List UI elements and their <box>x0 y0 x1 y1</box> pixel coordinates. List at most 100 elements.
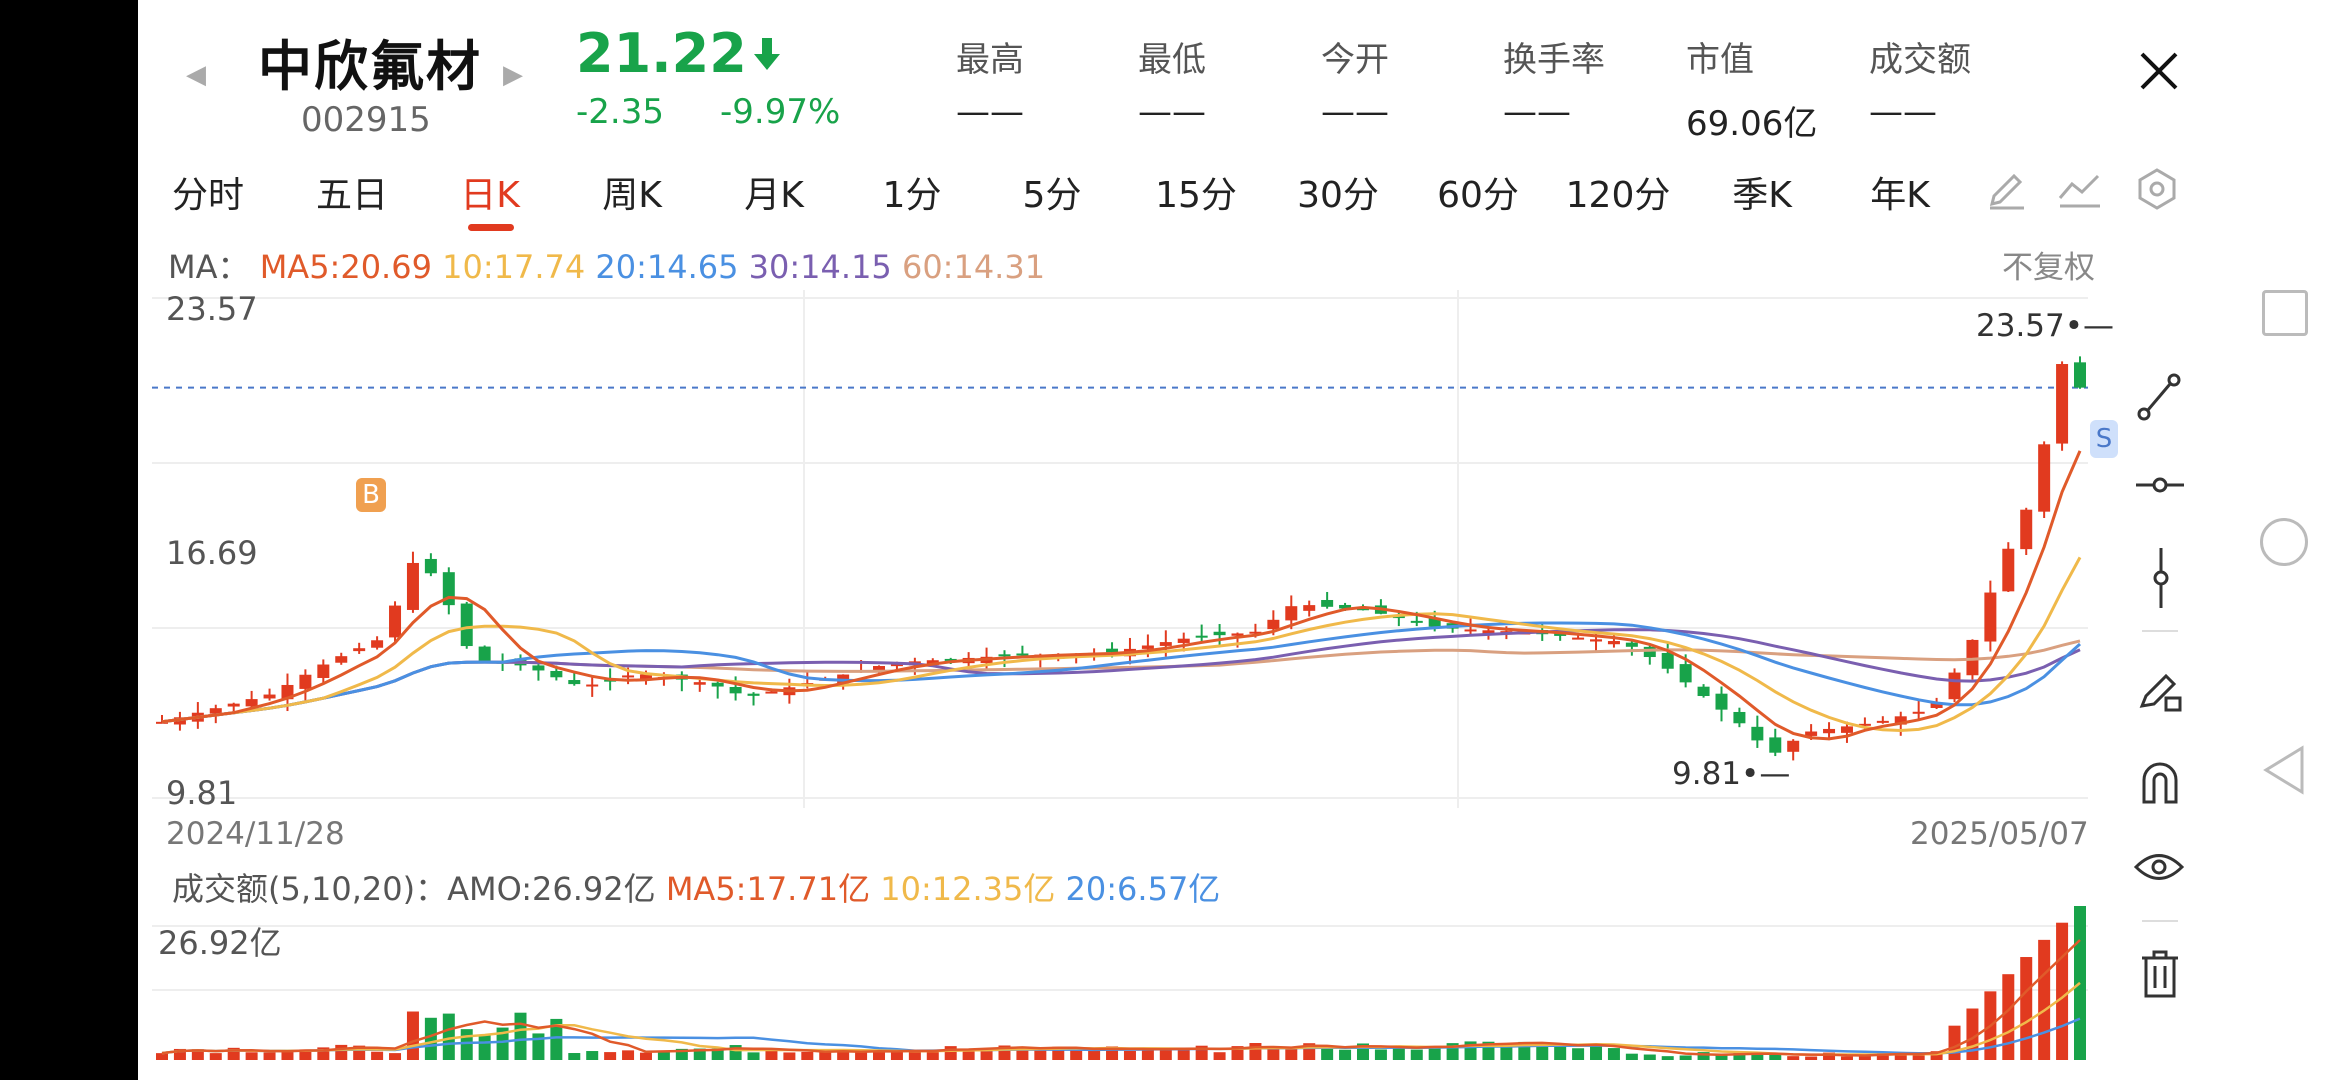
volume-bar <box>1948 1025 1961 1060</box>
tab-1[interactable]: 五日 <box>315 175 388 216</box>
volume-axis-top: 26.92亿 <box>158 924 282 962</box>
magnet-icon[interactable] <box>2138 758 2182 810</box>
volume-bar <box>908 1049 921 1060</box>
tab-9[interactable]: 60分 <box>1437 175 1519 216</box>
candle-body <box>873 666 886 671</box>
stat-amount-label: 成交额 <box>1869 40 1971 80</box>
sell-marker[interactable]: S <box>2090 420 2118 458</box>
candle-body <box>2038 444 2051 512</box>
volume-bar <box>1787 1056 1800 1060</box>
ma20-line <box>161 621 2082 724</box>
adjust-toggle[interactable]: 不复权 <box>2002 250 2095 286</box>
candle-body <box>1679 664 1692 683</box>
draw-eraser-icon[interactable] <box>2136 666 2184 718</box>
volume-bar <box>711 1048 724 1060</box>
tab-0[interactable]: 分时 <box>171 175 244 216</box>
high-marker-label: 23.57•— <box>1976 308 2115 344</box>
volume-bar <box>281 1050 294 1060</box>
tab-5[interactable]: 1分 <box>882 175 942 216</box>
tab-11[interactable]: 季K <box>1732 175 1792 216</box>
high-marker-value: 23.57 <box>1976 308 2065 344</box>
horizontal-line-icon[interactable] <box>2136 468 2184 506</box>
tab-10[interactable]: 120分 <box>1565 175 1671 216</box>
start-date: 2024/11/28 <box>166 816 345 852</box>
volume-bar <box>209 1053 222 1060</box>
candle-body <box>747 693 760 696</box>
volume-bar <box>747 1052 760 1060</box>
candle-body <box>998 654 1011 657</box>
tab-2[interactable]: 日K <box>460 175 520 216</box>
volume-bar <box>801 1051 814 1060</box>
low-marker-label: 9.81•— <box>1672 756 1791 792</box>
volume-bar <box>1607 1048 1620 1060</box>
candle-body <box>299 674 312 689</box>
tab-12[interactable]: 年K <box>1870 175 1930 216</box>
eye-icon[interactable] <box>2133 850 2185 888</box>
volume-bar <box>1715 1055 1728 1060</box>
prev-stock-arrow-icon[interactable]: ◀ <box>186 60 206 90</box>
line-tool-icon[interactable] <box>2136 372 2182 426</box>
candle-body <box>1984 592 1997 642</box>
candle-body <box>639 674 652 681</box>
volume-bar <box>1249 1043 1262 1060</box>
axis-bottom-label: 9.81 <box>166 774 238 812</box>
tab-3[interactable]: 周K <box>602 175 662 216</box>
candle-body <box>1823 728 1836 734</box>
system-nav-bar <box>2220 0 2340 1080</box>
trend-icon[interactable] <box>2056 168 2104 216</box>
vertical-ray-icon[interactable] <box>2146 548 2176 612</box>
volume-bar <box>693 1048 706 1060</box>
volume-bar <box>873 1050 886 1060</box>
next-stock-arrow-icon[interactable]: ▶ <box>503 60 523 90</box>
candle-body <box>317 664 330 678</box>
volume-chart[interactable] <box>152 860 2110 1080</box>
candle-body <box>1733 711 1746 724</box>
buy-marker-text: B <box>362 480 380 510</box>
volume-bar <box>1840 1056 1853 1060</box>
candle-body <box>1590 639 1603 642</box>
square-icon[interactable] <box>2262 290 2308 336</box>
volume-bar <box>460 1029 473 1060</box>
tab-8[interactable]: 30分 <box>1297 175 1379 216</box>
stat-low-label: 最低 <box>1138 40 1206 80</box>
candle-body <box>1285 606 1298 621</box>
close-icon[interactable] <box>2136 48 2182 98</box>
pencil-icon[interactable] <box>1984 168 2028 216</box>
candle-body <box>2056 364 2069 444</box>
hexagon-icon[interactable] <box>2134 166 2180 216</box>
end-date: 2025/05/07 <box>1910 816 2089 852</box>
volume-ma5-legend: MA5:17.71亿 <box>665 870 871 908</box>
tab-6[interactable]: 5分 <box>1022 175 1082 216</box>
candle-body <box>1428 618 1441 627</box>
back-triangle-icon[interactable] <box>2262 744 2306 800</box>
buy-marker[interactable]: B <box>356 478 386 512</box>
volume-bar <box>389 1053 402 1060</box>
volume-bar <box>568 1053 581 1060</box>
volume-bar <box>478 1035 491 1060</box>
tab-7[interactable]: 15分 <box>1155 175 1237 216</box>
volume-bar <box>1643 1054 1656 1060</box>
stat-high-value: —— <box>956 92 1024 132</box>
ma30-legend: 30:14.15 <box>748 248 892 286</box>
volume-bar <box>245 1052 258 1060</box>
volume-bar <box>765 1050 778 1060</box>
candlestick-chart[interactable] <box>152 290 2110 808</box>
volume-bar <box>191 1049 204 1060</box>
candle-body <box>532 665 545 671</box>
volume-bar <box>1590 1044 1603 1060</box>
candle-body <box>2002 548 2015 592</box>
tab-4[interactable]: 月K <box>744 175 804 216</box>
volume-bar <box>1374 1049 1387 1060</box>
volume-bar <box>1339 1049 1352 1060</box>
volume-bar <box>890 1052 903 1060</box>
circle-icon[interactable] <box>2260 518 2308 566</box>
stat-high-label: 最高 <box>956 40 1024 80</box>
volume-bar <box>1213 1052 1226 1060</box>
candle-body <box>335 656 348 663</box>
volume-bar <box>980 1048 993 1060</box>
volume-bar <box>1876 1051 1889 1060</box>
trash-icon[interactable] <box>2140 950 2180 1002</box>
candle-body <box>1356 608 1369 611</box>
candle-body <box>1697 686 1710 697</box>
candle-body <box>478 646 491 661</box>
